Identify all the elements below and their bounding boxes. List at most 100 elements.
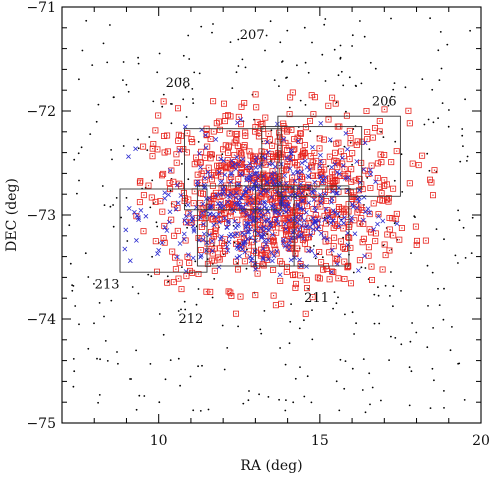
star-dot	[245, 267, 248, 270]
red-square-center	[176, 162, 178, 164]
red-square	[301, 141, 308, 148]
star-dot	[266, 233, 268, 236]
red-square-center	[348, 223, 350, 226]
red-square-center	[221, 195, 224, 197]
red-square	[226, 176, 233, 183]
red-square	[364, 128, 371, 135]
red-square	[236, 148, 243, 155]
red-square-center	[238, 150, 240, 153]
red-square	[159, 208, 166, 215]
red-square	[270, 172, 277, 179]
blue-cross	[235, 243, 241, 249]
red-square-center	[266, 215, 268, 217]
red-square-center	[392, 188, 394, 190]
star-dot	[223, 368, 226, 371]
star-dot	[73, 370, 76, 373]
red-square	[170, 279, 177, 286]
red-square-center	[281, 179, 283, 182]
red-square-center	[395, 218, 397, 220]
red-square	[374, 175, 381, 182]
blue-cross	[247, 172, 253, 178]
red-square-center	[226, 222, 228, 224]
star-dot	[351, 34, 354, 37]
red-square-center	[281, 227, 283, 229]
red-square-center	[279, 260, 281, 262]
red-square	[365, 252, 372, 259]
red-square-center	[262, 173, 264, 175]
star-dot	[242, 402, 245, 405]
star-dot	[351, 163, 353, 166]
blue-cross	[274, 249, 280, 254]
red-square-center	[269, 178, 271, 180]
red-square	[232, 189, 239, 196]
blue-cross	[155, 251, 160, 257]
red-square-center	[155, 201, 157, 203]
star-dot	[187, 178, 190, 181]
star-dot	[181, 163, 183, 165]
red-square	[271, 242, 278, 249]
star-dot	[72, 385, 75, 388]
star-dot	[324, 80, 327, 82]
red-square-center	[362, 223, 364, 225]
red-square-center	[334, 258, 336, 260]
red-square-center	[218, 219, 221, 221]
red-square	[301, 196, 308, 203]
red-square	[259, 160, 266, 167]
blue-cross	[308, 232, 314, 238]
blue-cross	[286, 218, 292, 223]
blue-cross	[296, 227, 302, 232]
red-square-center	[271, 201, 273, 203]
red-square	[262, 225, 269, 232]
blue-cross	[286, 242, 292, 248]
blue-cross	[185, 202, 191, 208]
red-square-center	[290, 129, 292, 131]
star-dot	[286, 76, 288, 79]
red-square-center	[288, 158, 290, 160]
star-dot	[303, 319, 305, 322]
red-square-center	[240, 244, 242, 246]
red-square	[197, 179, 204, 186]
red-square	[160, 235, 167, 242]
red-square	[197, 159, 204, 166]
red-square-center	[291, 181, 293, 183]
red-square-center	[416, 240, 418, 242]
star-dot	[311, 309, 313, 311]
red-square	[271, 190, 278, 197]
red-square-center	[259, 187, 262, 189]
blue-cross	[221, 158, 226, 164]
blue-cross	[360, 217, 366, 223]
red-square-center	[320, 261, 322, 263]
blue-cross	[299, 223, 304, 228]
star-dot	[151, 179, 154, 182]
red-square-center	[200, 249, 202, 251]
red-square-center	[294, 162, 296, 164]
red-square-center	[226, 162, 229, 164]
red-square	[188, 135, 195, 142]
red-square-center	[332, 182, 334, 184]
blue-cross	[324, 236, 330, 242]
red-square-center	[327, 211, 329, 214]
star-dot	[451, 326, 453, 328]
red-square-center	[359, 178, 361, 180]
star-dot	[303, 395, 306, 398]
red-square-center	[279, 175, 281, 177]
red-square	[282, 226, 289, 233]
star-dot	[470, 252, 473, 255]
star-dot	[309, 130, 312, 133]
red-square-center	[365, 110, 368, 112]
red-square	[157, 198, 164, 205]
red-square	[265, 130, 272, 137]
star-dot	[259, 328, 262, 331]
star-dot	[241, 58, 244, 61]
blue-cross	[356, 268, 361, 273]
star-dot	[438, 79, 441, 81]
red-square-center	[218, 196, 220, 198]
blue-cross	[323, 206, 329, 212]
red-square	[343, 112, 350, 119]
blue-cross	[263, 241, 269, 247]
blue-cross	[261, 199, 267, 205]
red-square-center	[219, 129, 221, 131]
red-square-center	[315, 214, 317, 216]
blue-cross	[162, 196, 168, 201]
blue-cross	[182, 124, 188, 130]
